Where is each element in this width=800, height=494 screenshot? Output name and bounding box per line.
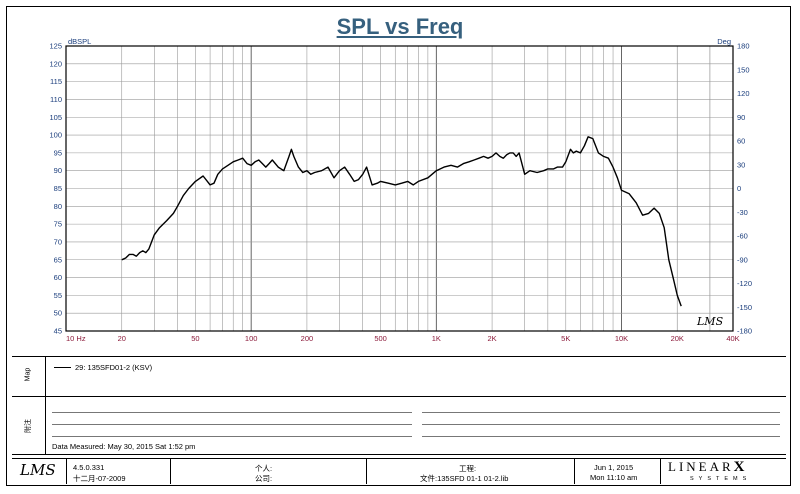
y2-tick-label: -30 (737, 208, 748, 217)
legend-side-divider (45, 356, 46, 454)
y-tick-label: 55 (54, 291, 62, 300)
y-tick-label: 45 (54, 327, 62, 336)
y-tick-label: 125 (49, 42, 62, 51)
y-tick-label: 95 (54, 148, 62, 157)
y2-tick-label: 90 (737, 113, 745, 122)
y2-tick-label: 150 (737, 65, 750, 74)
y2-tick-label: -180 (737, 327, 752, 336)
note-line-6 (422, 436, 780, 437)
y2-tick-label: -60 (737, 232, 748, 241)
y-tick-label: 115 (50, 77, 62, 86)
note-line-2 (52, 424, 412, 425)
y-tick-label: 75 (54, 220, 62, 229)
project-label: 工程: (459, 464, 477, 473)
y-tick-label: 110 (50, 95, 62, 104)
footer-divider-5 (660, 458, 661, 484)
file-label: 文件:135SFD 01-1 01-2.lib (420, 474, 509, 483)
y-tick-label: 90 (54, 166, 62, 175)
x-tick-label: 2K (487, 334, 496, 343)
y2-axis-label: Deg (717, 37, 731, 46)
y-tick-label: 80 (54, 202, 62, 211)
report-frame (6, 6, 791, 486)
y2-tick-label: 0 (737, 184, 741, 193)
y-tick-label: 50 (54, 309, 62, 318)
build-date: 十二月-07-2009 (73, 474, 126, 483)
y-axis-label: dBSPL (68, 37, 91, 46)
note-line-5 (422, 424, 780, 425)
plot-border (65, 45, 734, 332)
x-tick-label: 500 (374, 334, 387, 343)
footer-time: Mon 11:10 am (590, 473, 638, 482)
note-line-1 (52, 412, 412, 413)
y-tick-label: 85 (54, 184, 62, 193)
x-tick-label: 50 (191, 334, 199, 343)
y2-tick-label: -150 (737, 303, 752, 312)
y2-tick-label: 60 (737, 137, 745, 146)
lms-footer-logo: LMS (20, 461, 56, 479)
footer-divider-1 (66, 458, 67, 484)
y2-tick-label: 180 (737, 42, 750, 51)
map-side-label: Map (24, 367, 32, 382)
legend-bottom-divider (12, 396, 786, 397)
x-tick-label: 20K (671, 334, 684, 343)
company-label: 公司: (255, 474, 273, 483)
y-tick-label: 65 (54, 255, 62, 264)
footer-divider-4 (574, 458, 575, 484)
notes-bottom-divider (12, 454, 786, 455)
date-measured: Data Measured: May 30, 2015 Sat 1:52 pm (52, 442, 196, 451)
y2-tick-label: 30 (737, 160, 745, 169)
y2-tick-label: -120 (737, 279, 752, 288)
footer-divider-2 (170, 458, 171, 484)
y-tick-label: 120 (49, 59, 62, 68)
brand-x: X (733, 459, 748, 475)
chart-title: SPL vs Freq (336, 14, 464, 39)
note-line-3 (52, 436, 412, 437)
y-tick-label: 105 (49, 113, 62, 122)
note-line-4 (422, 412, 780, 413)
x-tick-label: 100 (245, 334, 258, 343)
y-tick-label: 60 (54, 273, 62, 282)
series-line (121, 136, 682, 307)
legend-line-swatch (54, 367, 71, 368)
brand-logo: LINEARX (668, 459, 748, 476)
brand-name: LINEAR (668, 459, 734, 474)
x-tick-label: 10 Hz (66, 334, 86, 343)
person-label: 个人: (255, 464, 273, 473)
y2-tick-label: 120 (737, 89, 750, 98)
lms-annotation: LMS (696, 315, 724, 328)
y2-tick-label: -90 (737, 255, 748, 264)
legend-top-divider (12, 356, 786, 357)
x-tick-label: 5K (561, 334, 570, 343)
x-tick-label: 200 (301, 334, 314, 343)
brand-subtitle: SYSTEMS (690, 476, 752, 482)
footer-top-line (12, 458, 786, 459)
legend-entry: 29: 135SFD01-2 (KSV) (75, 363, 153, 372)
y-tick-label: 100 (49, 131, 62, 140)
notes-side-label: 附注 (25, 419, 32, 433)
footer-date: Jun 1, 2015 (594, 463, 634, 472)
x-tick-label: 20 (118, 334, 126, 343)
y-tick-label: 70 (54, 237, 62, 246)
x-tick-label: 1K (432, 334, 441, 343)
software-version: 4.5.0.331 (73, 463, 105, 472)
x-tick-label: 10K (615, 334, 628, 343)
x-tick-label: 40K (726, 334, 739, 343)
footer-divider-3 (366, 458, 367, 484)
